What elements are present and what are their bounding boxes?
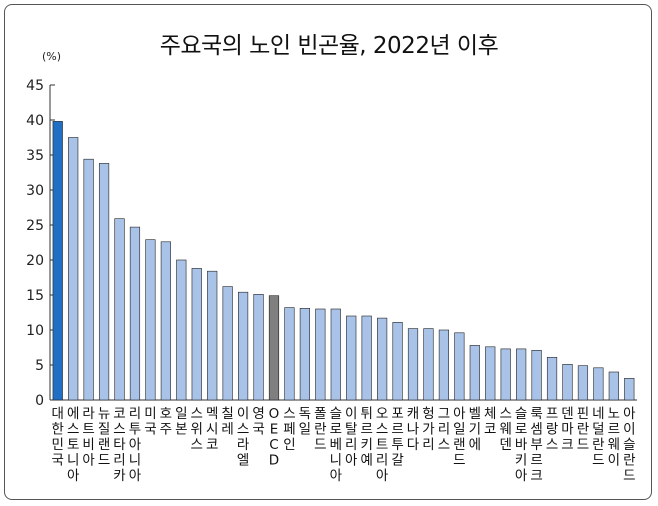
- bar: [330, 308, 341, 401]
- y-tick-label: 40: [26, 113, 44, 129]
- y-tick-label: 15: [26, 288, 44, 304]
- bar: [315, 308, 326, 401]
- bar: [469, 345, 480, 401]
- y-tick-label: 30: [26, 183, 44, 199]
- bar: [68, 137, 79, 401]
- bar: [83, 158, 94, 401]
- bar: [114, 218, 125, 401]
- bar: [191, 268, 202, 401]
- y-tick-label: 35: [26, 148, 44, 164]
- bar: [346, 315, 357, 401]
- bar: [207, 270, 218, 401]
- y-tick-label: 45: [26, 78, 44, 94]
- bar: [516, 348, 527, 401]
- bar: [253, 293, 264, 401]
- bar: [284, 307, 295, 401]
- bar: [145, 239, 156, 401]
- bar: [129, 226, 141, 401]
- bar: [160, 241, 171, 401]
- bar: [299, 307, 310, 401]
- bar: [98, 163, 110, 401]
- bar: [176, 259, 187, 401]
- y-tick-label: 25: [26, 218, 44, 234]
- bar: [531, 349, 542, 401]
- bar: [485, 346, 496, 401]
- bar: [608, 371, 619, 401]
- bar: [361, 315, 372, 401]
- bar: [377, 317, 388, 401]
- bar: [546, 356, 558, 401]
- bar: [624, 377, 635, 401]
- y-tick-label: 5: [35, 358, 44, 374]
- bar: [454, 332, 465, 401]
- bar: [562, 363, 573, 401]
- chart-frame: [4, 4, 652, 500]
- bar: [577, 365, 589, 401]
- bar: [392, 321, 403, 401]
- chart-title: 주요국의 노인 빈곤율, 2022년 이후: [159, 33, 499, 59]
- y-tick-label: 0: [35, 393, 44, 409]
- bar: [438, 329, 449, 401]
- y-tick-label: 20: [26, 253, 44, 269]
- bar: [593, 367, 604, 401]
- bar: [407, 328, 419, 401]
- bar: [238, 291, 249, 401]
- y-axis-unit-label: (%): [42, 50, 62, 63]
- bar: [268, 295, 280, 401]
- bar: [52, 121, 63, 401]
- y-tick-label: 10: [26, 323, 44, 339]
- bar: [423, 328, 434, 401]
- bar: [222, 286, 233, 401]
- bar: [500, 348, 511, 401]
